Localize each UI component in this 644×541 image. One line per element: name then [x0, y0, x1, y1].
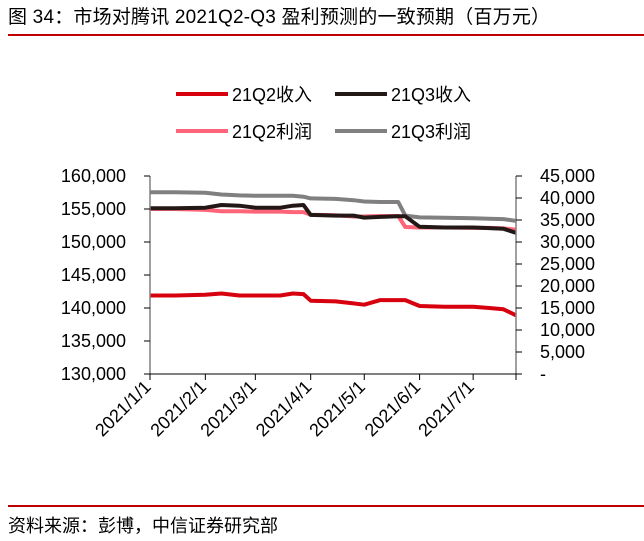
x-tick-label: 2021/5/1 — [305, 377, 369, 441]
x-tick-label: 2021/1/1 — [91, 377, 155, 441]
chart-axes: 130,000 135,000 140,000 145,000 150,000 155,0… — [61, 166, 595, 440]
left-tick-label: 140,000 — [61, 298, 126, 318]
right-tick-label: 35,000 — [540, 210, 595, 230]
title-divider — [8, 34, 644, 36]
left-tick-label: 135,000 — [61, 331, 126, 351]
series-line — [150, 190, 517, 223]
left-tick-label: 155,000 — [61, 199, 126, 219]
source-divider — [8, 505, 644, 507]
x-tick-label: 2021/3/1 — [196, 377, 260, 441]
right-tick-label: 20,000 — [540, 276, 595, 296]
legend-label: 21Q3收入 — [391, 85, 471, 105]
series-line — [150, 291, 517, 318]
chart-legend: 21Q2收入 21Q3收入 21Q2利润 21Q3利润 — [176, 85, 471, 142]
legend-label: 21Q3利润 — [391, 122, 471, 142]
x-tick-label: 2021/7/1 — [414, 377, 478, 441]
series-line — [150, 203, 517, 235]
right-tick-label: 10,000 — [540, 320, 595, 340]
source-note: 资料来源：彭博，中信证券研究部 — [8, 516, 278, 536]
right-tick-label: 40,000 — [540, 188, 595, 208]
right-tick-label: 25,000 — [540, 254, 595, 274]
right-tick-label: - — [540, 364, 546, 384]
left-tick-label: 160,000 — [61, 166, 126, 186]
legend-label: 21Q2利润 — [232, 122, 312, 142]
x-tick-label: 2021/6/1 — [361, 377, 425, 441]
right-tick-label: 30,000 — [540, 232, 595, 252]
figure-title: 图 34：市场对腾讯 2021Q2-Q3 盈利预测的一致预期（百万元） — [8, 7, 551, 28]
legend-label: 21Q2收入 — [232, 85, 312, 105]
left-tick-label: 145,000 — [61, 265, 126, 285]
right-tick-label: 15,000 — [540, 298, 595, 318]
right-tick-label: 45,000 — [540, 166, 595, 186]
plot-area — [150, 190, 517, 318]
right-tick-label: 5,000 — [540, 342, 585, 362]
left-tick-label: 130,000 — [61, 364, 126, 384]
left-tick-label: 150,000 — [61, 232, 126, 252]
x-tick-label: 2021/4/1 — [252, 377, 316, 441]
